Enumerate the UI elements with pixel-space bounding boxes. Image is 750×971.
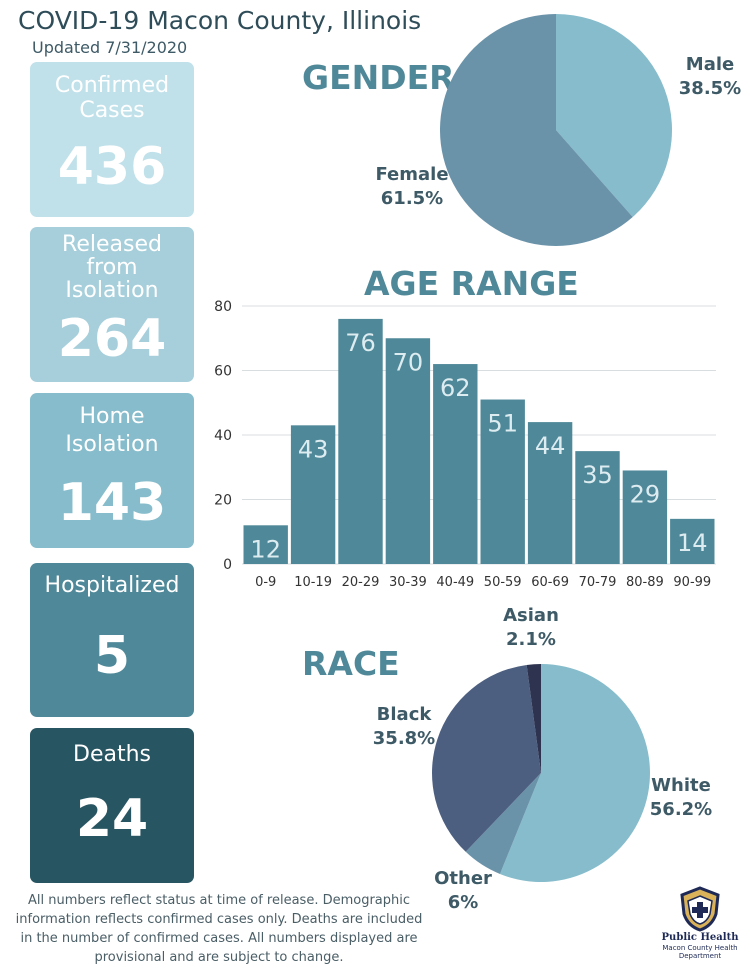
black-legend: Black 35.8% — [366, 703, 442, 751]
hospitalized-label: Hospitalized — [44, 573, 180, 598]
x-tick-label: 70-79 — [579, 575, 617, 590]
x-tick-label: 0-9 — [255, 575, 276, 590]
released-value: 264 — [57, 309, 167, 369]
x-tick-label: 80-89 — [626, 575, 664, 590]
x-tick-label: 40-49 — [436, 575, 474, 590]
race-slice-black — [432, 664, 541, 852]
age-bar-90-99 — [670, 518, 715, 564]
age-bar-30-39 — [385, 338, 431, 564]
white-percent: 56.2% — [649, 799, 713, 820]
female-legend: Female 61.5% — [370, 163, 454, 211]
gender-slice-male — [556, 14, 672, 218]
asian-percent: 2.1% — [506, 629, 556, 650]
age-range-bar-chart: 0 20 40 60 80 12 0-9 43 10-19 76 20-29 70 30-39 62 40-… — [214, 299, 716, 590]
age-bar-value-label: 70 — [393, 348, 424, 376]
x-tick-label: 60-69 — [531, 575, 569, 590]
page-title: COVID-19 Macon County, Illinois — [18, 6, 422, 35]
race-slice-white — [499, 664, 650, 882]
other-percent: 6% — [447, 892, 479, 913]
age-bar-value-label: 29 — [630, 480, 661, 508]
age-bar-value-label: 44 — [535, 432, 566, 460]
disclaimer-text: All numbers reflect status at time of re… — [15, 893, 423, 965]
asian-label: Asian — [503, 605, 559, 626]
age-bar-40-49 — [433, 364, 478, 564]
age-bar-0-9 — [243, 525, 288, 564]
age-bar-value-label: 14 — [677, 529, 708, 557]
y-tick-label: 80 — [214, 299, 232, 315]
deaths-card: Deaths 24 — [30, 728, 194, 883]
age-bar-70-79 — [575, 451, 620, 564]
white-label: White — [651, 775, 711, 796]
age-bar-value-label: 76 — [345, 329, 376, 357]
other-label: Other — [434, 868, 492, 889]
health-department-shield-icon — [680, 886, 720, 932]
race-slice-other — [465, 773, 541, 874]
race-heading: RACE — [302, 644, 400, 683]
age-bar-20-29 — [338, 318, 383, 564]
black-label: Black — [376, 704, 432, 725]
age-bar-value-label: 35 — [582, 461, 613, 489]
gender-slice-female — [440, 14, 633, 246]
race-slice-asian — [526, 664, 541, 773]
deaths-label: Deaths — [73, 742, 151, 767]
age-bar-60-69 — [527, 422, 573, 564]
x-tick-label: 90-99 — [673, 575, 711, 590]
age-bar-50-59 — [480, 399, 525, 564]
other-legend: Other 6% — [426, 867, 500, 915]
female-percent: 61.5% — [380, 188, 444, 209]
x-tick-label: 30-39 — [389, 575, 427, 590]
deaths-value: 24 — [75, 789, 149, 849]
gender-heading: GENDER — [302, 58, 455, 97]
male-percent: 38.5% — [678, 78, 742, 99]
x-tick-label: 10-19 — [294, 575, 332, 590]
age-bar-value-label: 51 — [487, 410, 518, 438]
y-tick-label: 60 — [214, 364, 232, 380]
female-label: Female — [375, 164, 449, 185]
updated-date: Updated 7/31/2020 — [32, 38, 188, 57]
confirmed-cases-card: Confirmed Cases 436 — [30, 62, 194, 217]
male-label: Male — [685, 54, 735, 75]
black-percent: 35.8% — [372, 728, 436, 749]
white-legend: White 56.2% — [642, 774, 720, 822]
age-bar-10-19 — [290, 425, 336, 564]
age-bar-value-label: 43 — [298, 435, 329, 463]
confirmed-cases-label: Confirmed Cases — [54, 73, 170, 123]
y-tick-label: 0 — [223, 557, 232, 573]
age-bar-value-label: 62 — [440, 374, 471, 402]
age-bar-value-label: 12 — [250, 535, 281, 563]
hospitalized-value: 5 — [93, 626, 131, 686]
logo-title: Public Health — [661, 932, 739, 943]
asian-legend: Asian 2.1% — [496, 604, 566, 652]
released-card: Released from Isolation 264 — [30, 227, 194, 382]
logo-subtitle: Macon County Health Department — [662, 944, 738, 960]
race-pie-chart — [432, 664, 650, 882]
y-tick-label: 20 — [214, 493, 232, 509]
home-isolation-label: Home Isolation — [65, 404, 159, 457]
hospitalized-card: Hospitalized 5 — [30, 563, 194, 717]
home-isolation-value: 143 — [57, 473, 167, 533]
released-label: Released from Isolation — [62, 232, 162, 303]
male-legend: Male 38.5% — [670, 53, 750, 101]
age-range-heading: AGE RANGE — [364, 264, 579, 303]
gender-pie-chart — [440, 14, 672, 246]
confirmed-cases-value: 436 — [57, 137, 167, 197]
age-bar-80-89 — [622, 470, 668, 564]
x-tick-label: 50-59 — [484, 575, 522, 590]
public-health-logo: Public Health Macon County Health Depart… — [658, 886, 742, 966]
x-tick-label: 20-29 — [342, 575, 380, 590]
y-tick-label: 40 — [214, 428, 232, 444]
home-isolation-card: Home Isolation 143 — [30, 393, 194, 548]
